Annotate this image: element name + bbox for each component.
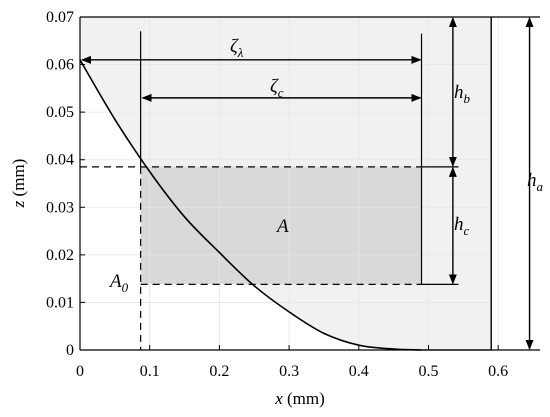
- x-tick-label: 0.2: [209, 363, 229, 380]
- profile-curve: [79, 59, 422, 351]
- a0-label: A0: [108, 271, 129, 295]
- y-tick-label: 0.07: [46, 9, 74, 26]
- h-c-label: hc: [454, 214, 470, 238]
- zeta-c-label-base: ζ: [270, 76, 279, 97]
- y-tick-label: 0.02: [46, 247, 74, 264]
- a0-label-sub: 0: [122, 280, 129, 295]
- x-tick-label: 0.6: [488, 363, 508, 380]
- x-axis-unit: (mm): [283, 389, 325, 408]
- tick-labels: 0 0.1 0.2 0.3 0.4 0.5 0.6 0 0.01 0.02 0.03 0.04 0.05…: [46, 9, 508, 380]
- x-tick-label: 0.5: [418, 363, 438, 380]
- shaded-regions: [80, 17, 492, 350]
- y-tick-label: 0.03: [46, 199, 74, 216]
- a0-label-base: A: [108, 271, 122, 292]
- h-b-label-base: h: [454, 82, 464, 103]
- zeta-lambda-label-sub: λ: [237, 45, 244, 60]
- x-tick-label: 0.3: [279, 363, 299, 380]
- a-label: A: [275, 216, 289, 237]
- x-axis-title: x (mm): [274, 389, 325, 408]
- y-tick-label: 0.05: [46, 104, 74, 121]
- h-c-label-sub: c: [464, 223, 470, 238]
- region-a: [140, 166, 422, 285]
- axes: [79, 16, 492, 351]
- y-tick-label: 0.04: [46, 152, 74, 169]
- x-tick-label: 0: [76, 363, 84, 380]
- h-b-label-sub: b: [464, 91, 471, 106]
- zeta-c-label: ζc: [270, 76, 284, 100]
- h-c-label-base: h: [454, 214, 464, 235]
- h-b-label: hb: [454, 82, 471, 106]
- h-a-label: ha: [527, 170, 544, 194]
- h-a-label-sub: a: [537, 179, 544, 194]
- y-axis-var: z: [9, 200, 28, 208]
- x-tick-label: 0.4: [349, 363, 369, 380]
- y-tick-label: 0.01: [46, 294, 74, 311]
- x-tick-label: 0.1: [140, 363, 160, 380]
- zeta-lambda-label: ζλ: [230, 36, 244, 60]
- zeta-lambda-label-base: ζ: [230, 36, 239, 57]
- h-a-label-base: h: [527, 170, 537, 191]
- y-axis-unit: (mm): [9, 159, 28, 201]
- zeta-c-label-sub: c: [278, 85, 284, 100]
- y-axis-title: z (mm): [9, 159, 28, 209]
- x-axis-var: x: [274, 389, 283, 408]
- y-tick-label: 0: [66, 342, 74, 359]
- y-tick-label: 0.06: [46, 57, 74, 74]
